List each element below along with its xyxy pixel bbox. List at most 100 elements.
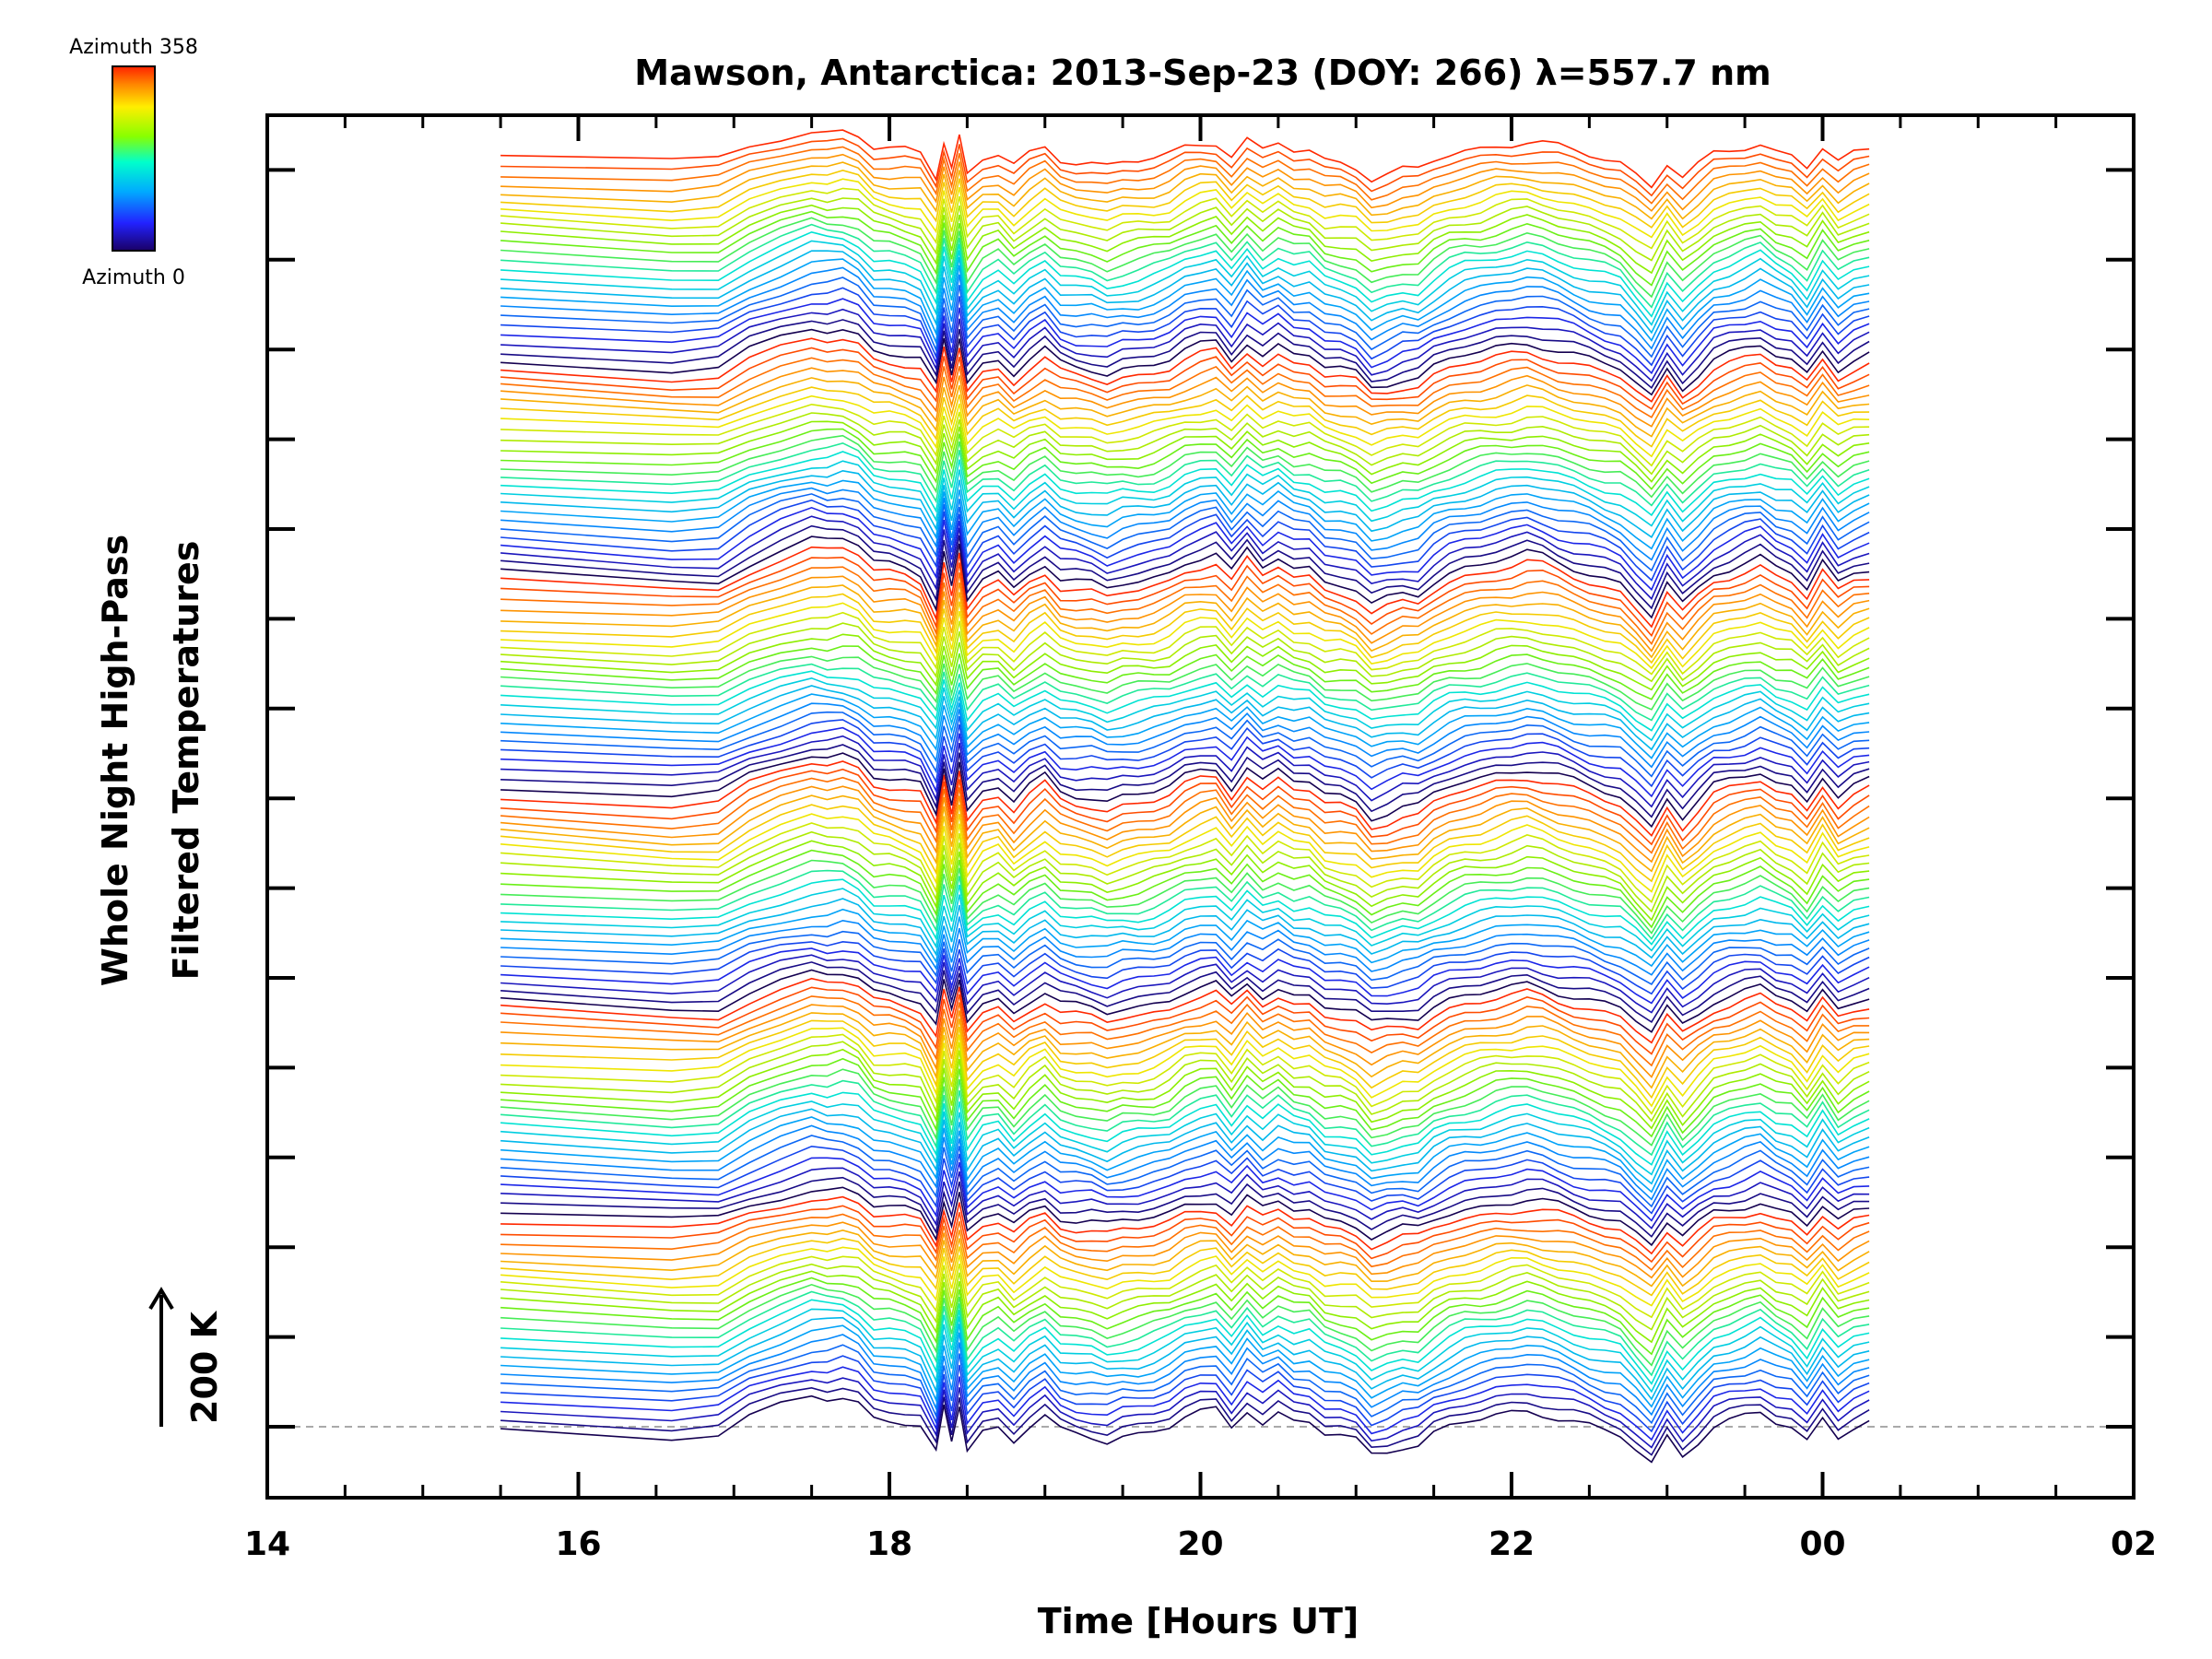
series-line [500, 735, 1870, 808]
x-tick-label: 20 [1177, 1525, 1223, 1563]
series-line [500, 1068, 1870, 1147]
x-tick-label-group: 14 16 18 20 22 00 02 [244, 1525, 2157, 1563]
series-line [500, 1316, 1870, 1401]
series-line [500, 535, 1870, 619]
series-line [500, 347, 1870, 410]
series-line [500, 611, 1870, 676]
series-line [500, 230, 1870, 318]
series-line [500, 1237, 1870, 1297]
series-line [500, 969, 1870, 1033]
series-line [500, 930, 1870, 985]
series-line [500, 223, 1870, 309]
series-line [500, 1283, 1870, 1367]
series-line [500, 719, 1870, 788]
series-line [500, 434, 1870, 499]
series-line [500, 1394, 1870, 1464]
series-line [500, 524, 1870, 610]
series-line [500, 420, 1870, 483]
series-line [500, 460, 1870, 527]
series-line [500, 178, 1870, 239]
series-line [500, 744, 1870, 818]
series-line [500, 298, 1870, 375]
series-line [500, 1213, 1870, 1271]
series-line [500, 469, 1870, 538]
trace-group [500, 129, 1870, 1464]
series-line [500, 1145, 1870, 1215]
series-line [500, 441, 1870, 507]
series-line [500, 1048, 1870, 1130]
chart-title: Mawson, Antarctica: 2013-Sep-23 (DOY: 26… [634, 53, 1771, 93]
series-line [500, 813, 1870, 893]
series-line [500, 412, 1870, 476]
series-line [500, 1157, 1870, 1222]
series-line [500, 961, 1870, 1024]
series-line [500, 645, 1870, 700]
series-line [500, 266, 1870, 350]
series-line [500, 977, 1870, 1044]
colorbar-bottom-label: Azimuth 0 [82, 266, 185, 289]
series-line [500, 287, 1870, 367]
series-line [500, 367, 1870, 428]
series-line [500, 1027, 1870, 1108]
series-line [500, 711, 1870, 778]
series-line [500, 1324, 1870, 1408]
series-line [500, 677, 1870, 742]
series-line [500, 1386, 1870, 1456]
series-line [500, 822, 1870, 903]
series-line [500, 1116, 1870, 1194]
colorbar [112, 65, 156, 252]
series-line [500, 1229, 1870, 1288]
series-line [500, 768, 1870, 846]
plot-frame [265, 113, 2136, 1500]
series-line [500, 1186, 1870, 1247]
series-line [500, 487, 1870, 561]
series-line [500, 1334, 1870, 1417]
series-line [500, 394, 1870, 458]
series-line [500, 859, 1870, 935]
colorbar-top-label: Azimuth 358 [69, 36, 198, 59]
series-line [500, 250, 1870, 335]
series-line [500, 240, 1870, 326]
series-line [500, 493, 1870, 572]
series-line [500, 830, 1870, 913]
x-tick-label: 14 [244, 1525, 290, 1563]
series-line [500, 1108, 1870, 1185]
x-axis-label: Time [Hours UT] [1038, 1601, 1359, 1641]
series-line [500, 663, 1870, 722]
series-line [500, 584, 1870, 659]
series-line [500, 169, 1870, 229]
series-line [500, 328, 1870, 396]
series-line [500, 506, 1870, 592]
series-line [500, 1355, 1870, 1433]
series-line [500, 840, 1870, 922]
series-line [500, 1246, 1870, 1307]
series-line [500, 702, 1870, 769]
series-line [500, 566, 1870, 645]
x-tick-label: 22 [1488, 1525, 1535, 1563]
series-line [500, 726, 1870, 798]
series-line [500, 878, 1870, 946]
series-line [500, 776, 1870, 854]
series-line [500, 337, 1870, 403]
series-line [500, 357, 1870, 418]
series-line [500, 197, 1870, 262]
series-line [500, 752, 1870, 829]
series-line [500, 161, 1870, 220]
series-line [500, 940, 1870, 995]
series-line [500, 622, 1870, 683]
series-line [500, 593, 1870, 665]
series-line [500, 693, 1870, 759]
series-line [500, 898, 1870, 959]
x-tick-label: 00 [1799, 1525, 1845, 1563]
y-axis-label-line1: Whole Night High-Pass [95, 535, 135, 986]
series-line [500, 1004, 1870, 1078]
series-line [500, 1057, 1870, 1138]
series-line [500, 869, 1870, 940]
series-line [500, 1290, 1870, 1377]
series-line [500, 276, 1870, 359]
series-line [500, 908, 1870, 968]
x-tick-label: 02 [2111, 1525, 2157, 1563]
series-line [500, 655, 1870, 711]
series-line [500, 1135, 1870, 1208]
